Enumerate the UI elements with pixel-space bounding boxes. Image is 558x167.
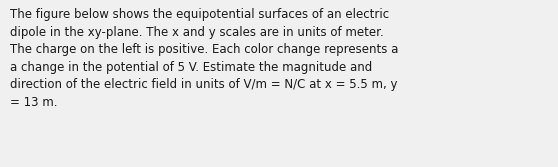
Text: The figure below shows the equipotential surfaces of an electric
dipole in the x: The figure below shows the equipotential… (10, 8, 398, 109)
